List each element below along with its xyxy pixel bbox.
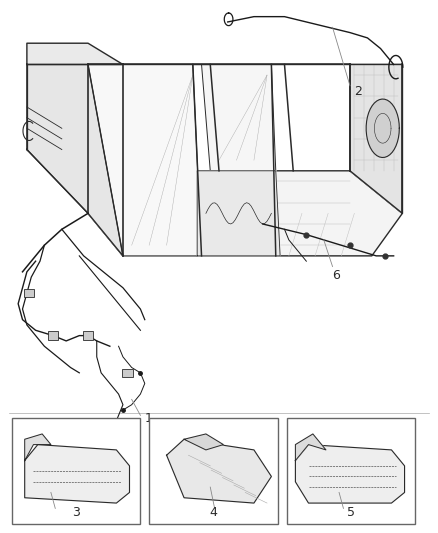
Bar (12, 418, 141, 524)
Polygon shape (25, 445, 130, 503)
Polygon shape (184, 434, 223, 450)
Polygon shape (27, 64, 123, 256)
Polygon shape (295, 445, 405, 503)
Bar (48, 332, 58, 340)
Bar (287, 418, 416, 524)
Text: 1: 1 (145, 411, 153, 424)
Text: 5: 5 (347, 506, 355, 519)
Polygon shape (295, 434, 326, 461)
Polygon shape (201, 64, 276, 171)
Polygon shape (166, 439, 272, 503)
Polygon shape (88, 64, 201, 256)
Bar (149, 418, 278, 524)
Bar (24, 289, 34, 297)
Polygon shape (197, 171, 280, 256)
Polygon shape (350, 64, 403, 213)
Polygon shape (88, 171, 403, 256)
Bar (122, 368, 133, 377)
Polygon shape (350, 64, 403, 213)
Polygon shape (25, 434, 51, 461)
Polygon shape (27, 43, 123, 64)
Bar (83, 332, 93, 340)
Polygon shape (366, 99, 399, 157)
Text: 2: 2 (354, 85, 362, 98)
Text: 6: 6 (332, 269, 340, 282)
Text: 4: 4 (210, 506, 218, 519)
Polygon shape (88, 64, 123, 256)
Text: 3: 3 (72, 506, 80, 519)
